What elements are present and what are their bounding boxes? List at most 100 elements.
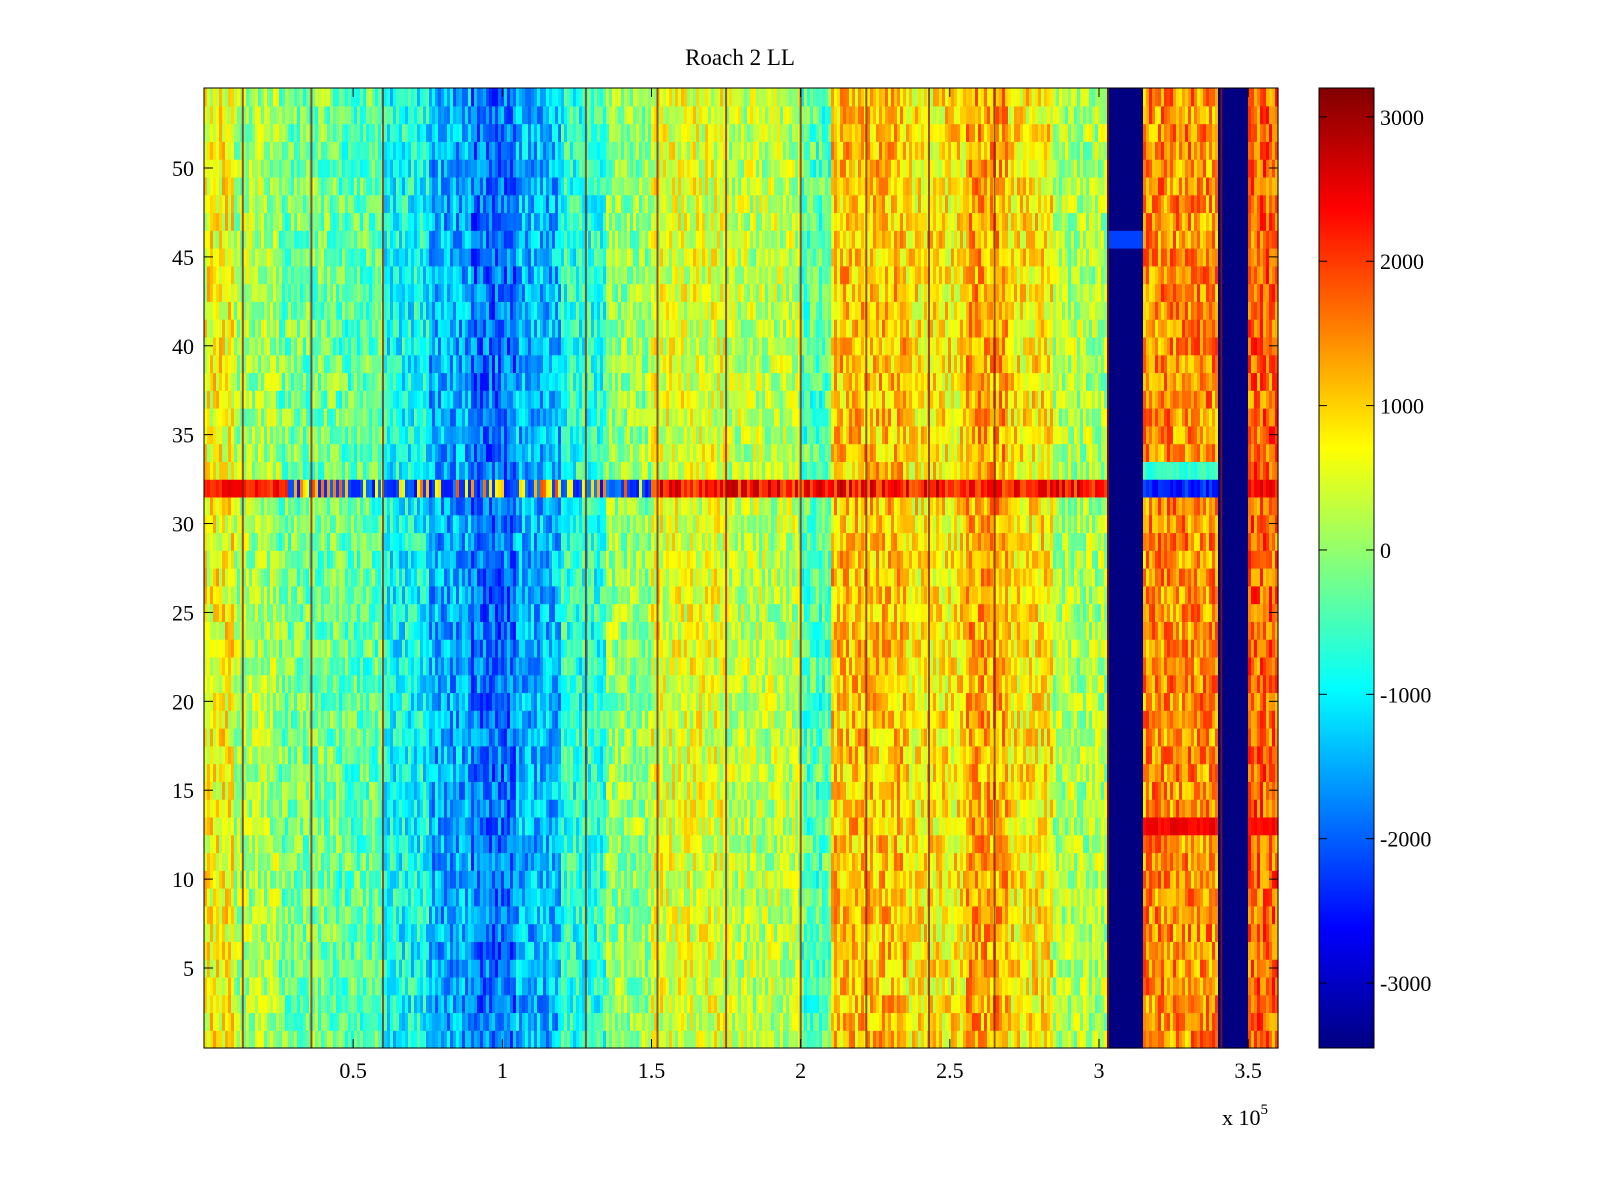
- heatmap-cell: [1170, 1012, 1174, 1031]
- heatmap-cell: [855, 1012, 859, 1031]
- heatmap-cell: [324, 870, 328, 889]
- heatmap-cell: [969, 1012, 973, 1031]
- heatmap-cell: [243, 976, 247, 996]
- heatmap-cell: [1245, 870, 1249, 889]
- heatmap-cell: [402, 905, 406, 925]
- heatmap-cell: [912, 816, 916, 836]
- heatmap-cell: [744, 976, 748, 996]
- heatmap-cell: [819, 923, 823, 942]
- heatmap-cell: [699, 852, 703, 871]
- heatmap-cell: [918, 1012, 922, 1031]
- heatmap-cell: [1137, 1030, 1141, 1049]
- heatmap-cell: [1089, 1012, 1093, 1031]
- heatmap-cell: [945, 888, 949, 907]
- heatmap-cell: [1068, 799, 1072, 818]
- heatmap-cell: [285, 941, 289, 960]
- heatmap-cell: [447, 1012, 451, 1031]
- heatmap-cell: [612, 870, 616, 889]
- heatmap-cell: [306, 959, 310, 978]
- heatmap-cell: [891, 799, 895, 818]
- heatmap-cell: [615, 959, 619, 978]
- heatmap-cell: [666, 870, 670, 889]
- heatmap-cell: [1170, 888, 1174, 907]
- heatmap-cell: [243, 994, 247, 1014]
- heatmap-cell: [564, 870, 568, 889]
- heatmap-cell: [813, 959, 817, 978]
- heatmap-cell: [894, 888, 898, 907]
- heatmap-cell: [735, 870, 739, 889]
- heatmap-cell: [750, 816, 754, 836]
- heatmap-cell: [1023, 994, 1027, 1014]
- heatmap-cell: [444, 834, 448, 854]
- heatmap-cell: [651, 905, 655, 925]
- heatmap-cell: [717, 834, 721, 854]
- heatmap-cell: [840, 905, 844, 925]
- heatmap-cell: [252, 799, 256, 818]
- heatmap-cell: [405, 959, 409, 978]
- heatmap-cell: [564, 994, 568, 1014]
- heatmap-cell: [1176, 994, 1180, 1014]
- heatmap-cell: [720, 834, 724, 854]
- heatmap-cell: [780, 959, 784, 978]
- heatmap-cell: [933, 1030, 937, 1049]
- heatmap-cell: [291, 1030, 295, 1049]
- heatmap-cell: [1110, 959, 1114, 978]
- heatmap-cell: [822, 816, 826, 836]
- heatmap-cell: [1275, 816, 1279, 836]
- heatmap-cell: [369, 852, 373, 871]
- heatmap-cell: [894, 959, 898, 978]
- heatmap-cell: [249, 834, 253, 854]
- heatmap-cell: [975, 799, 979, 818]
- heatmap-cell: [300, 976, 304, 996]
- heatmap-cell: [1113, 816, 1117, 836]
- heatmap-cell: [252, 1030, 256, 1049]
- heatmap-cell: [810, 834, 814, 854]
- heatmap-cell: [726, 994, 730, 1014]
- heatmap-cell: [792, 1012, 796, 1031]
- heatmap-cell: [324, 1030, 328, 1049]
- heatmap-cell: [441, 941, 445, 960]
- heatmap-cell: [891, 834, 895, 854]
- heatmap-cell: [1077, 852, 1081, 871]
- heatmap-cell: [1149, 1012, 1153, 1031]
- heatmap-cell: [249, 941, 253, 960]
- heatmap-cell: [1104, 941, 1108, 960]
- heatmap-cell: [1215, 923, 1219, 942]
- heatmap-cell: [906, 816, 910, 836]
- heatmap-cell: [486, 799, 490, 818]
- heatmap-cell: [654, 1030, 658, 1049]
- heatmap-cell: [1182, 1030, 1186, 1049]
- heatmap-cell: [726, 976, 730, 996]
- heatmap-cell: [693, 870, 697, 889]
- heatmap-cell: [330, 1030, 334, 1049]
- heatmap-cell: [744, 816, 748, 836]
- heatmap-cell: [537, 1030, 541, 1049]
- heatmap-cell: [1248, 941, 1252, 960]
- heatmap-cell: [243, 923, 247, 942]
- heatmap-cell: [567, 816, 571, 836]
- heatmap-cell: [570, 959, 574, 978]
- heatmap-cell: [435, 959, 439, 978]
- heatmap-cell: [1020, 994, 1024, 1014]
- heatmap-cell: [516, 1030, 520, 1049]
- heatmap-cell: [939, 941, 943, 960]
- heatmap-cell: [216, 994, 220, 1014]
- heatmap-cell: [693, 1030, 697, 1049]
- heatmap-cell: [324, 994, 328, 1014]
- heatmap-cell: [1248, 994, 1252, 1014]
- heatmap-cell: [513, 976, 517, 996]
- heatmap-cell: [1263, 905, 1267, 925]
- heatmap-cell: [867, 852, 871, 871]
- heatmap-cell: [1200, 959, 1204, 978]
- heatmap-cell: [765, 1030, 769, 1049]
- heatmap-cell: [735, 816, 739, 836]
- heatmap-cell: [696, 834, 700, 854]
- heatmap-cell: [1245, 905, 1249, 925]
- heatmap-cell: [603, 852, 607, 871]
- heatmap-cell: [579, 1030, 583, 1049]
- heatmap-cell: [879, 959, 883, 978]
- heatmap-cell: [978, 905, 982, 925]
- heatmap-cell: [426, 976, 430, 996]
- heatmap-cell: [480, 941, 484, 960]
- heatmap-cell: [1131, 870, 1135, 889]
